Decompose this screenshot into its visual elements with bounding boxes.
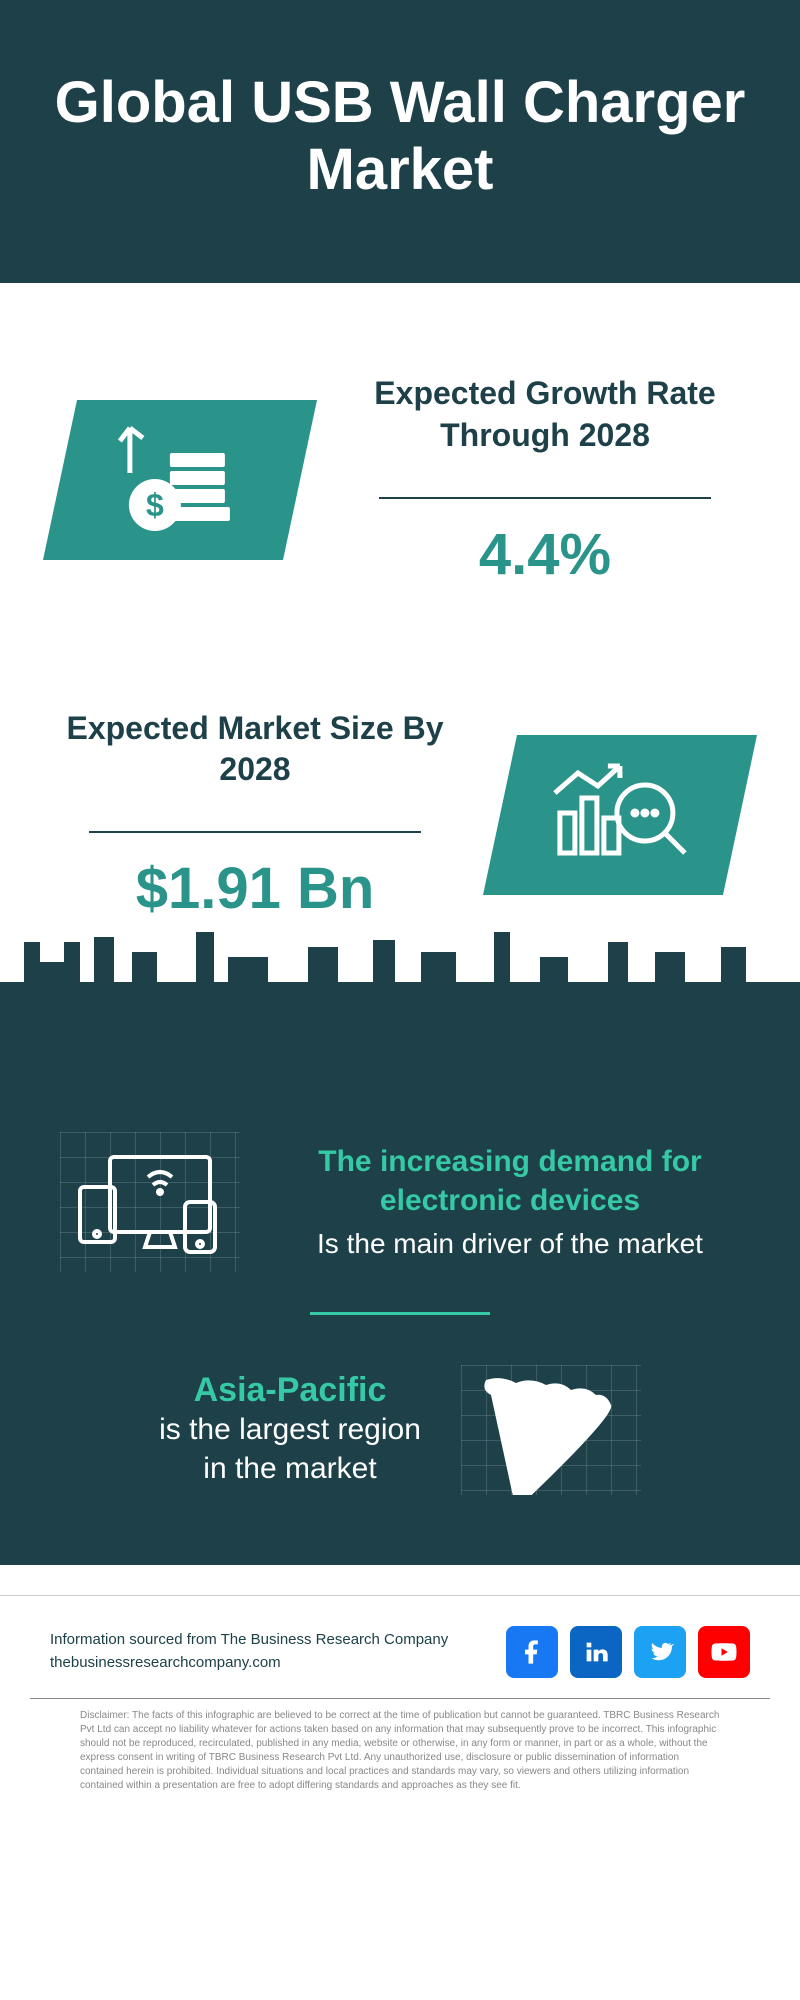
dark-section: The increasing demand for electronic dev… [0, 1102, 800, 1565]
twitter-icon[interactable] [634, 1626, 686, 1678]
facebook-icon[interactable] [506, 1626, 558, 1678]
asia-map-icon [461, 1365, 641, 1495]
footer: Information sourced from The Business Re… [0, 1595, 800, 1698]
disclaimer-text: Disclaimer: The facts of this infographi… [30, 1698, 770, 1823]
divider [310, 1312, 490, 1315]
divider [379, 497, 711, 499]
growth-dollar-icon: $ [43, 400, 317, 560]
page-title: Global USB Wall Charger Market [40, 70, 760, 203]
region-subtext-2: in the market [159, 1449, 421, 1488]
header: Global USB Wall Charger Market [0, 0, 800, 283]
linkedin-icon[interactable] [570, 1626, 622, 1678]
market-size-value: $1.91 Bn [60, 855, 450, 922]
driver-highlight: The increasing demand for electronic dev… [280, 1142, 740, 1220]
youtube-icon[interactable] [698, 1626, 750, 1678]
region-subtext-1: is the largest region [159, 1410, 421, 1449]
social-links [506, 1626, 750, 1678]
divider [89, 831, 421, 833]
region-highlight: Asia-Pacific [159, 1371, 421, 1410]
growth-rate-label: Expected Growth Rate Through 2028 [350, 373, 740, 474]
website-link[interactable]: thebusinessresearchcompany.com [50, 1652, 448, 1675]
divider [0, 283, 800, 313]
driver-subtext: Is the main driver of the market [280, 1226, 740, 1262]
skyline-graphic [0, 982, 800, 1102]
growth-rate-section: $ Expected Growth Rate Through 2028 4.4% [0, 313, 800, 647]
source-line: Information sourced from The Business Re… [50, 1631, 448, 1648]
chart-magnify-icon [483, 735, 757, 895]
region-row: Asia-Pacific is the largest region in th… [60, 1365, 740, 1495]
devices-icon [60, 1132, 240, 1272]
growth-rate-value: 4.4% [350, 521, 740, 588]
svg-text:$: $ [146, 487, 164, 523]
market-driver-row: The increasing demand for electronic dev… [60, 1132, 740, 1272]
market-size-label: Expected Market Size By 2028 [60, 708, 450, 809]
